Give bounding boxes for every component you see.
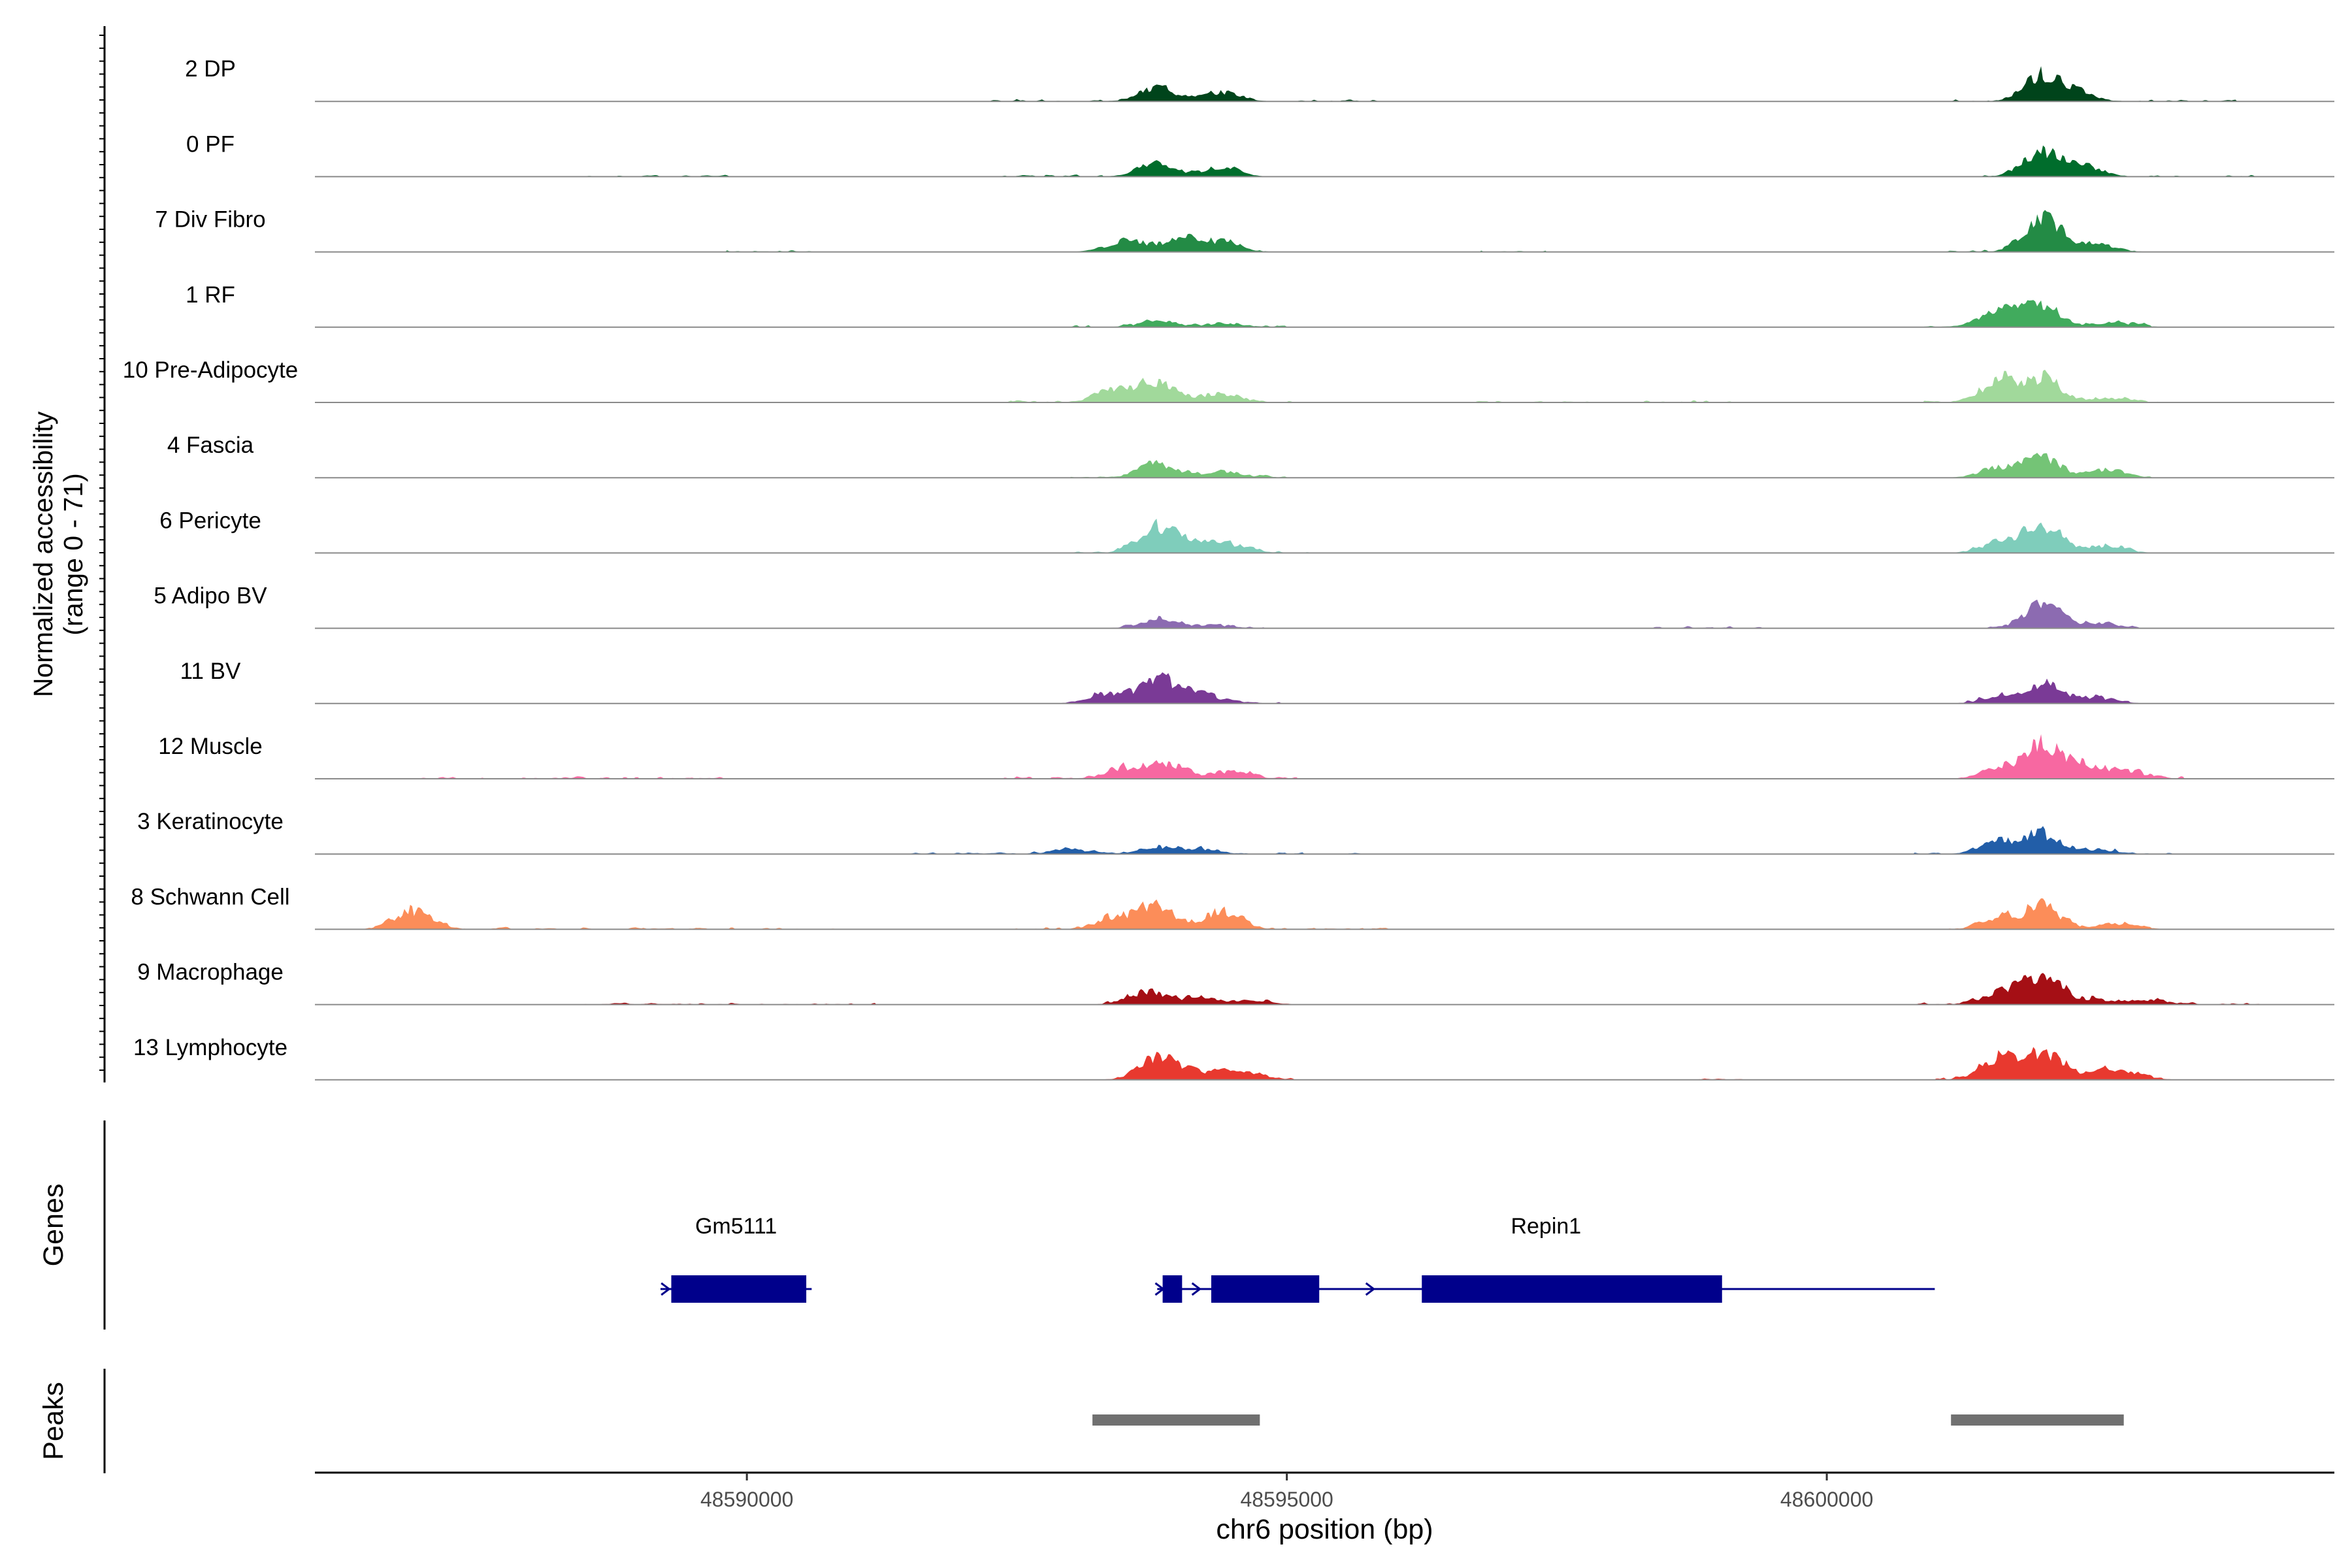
strand-arrow-icon (1365, 1282, 1376, 1296)
x-tick-label: 48595000 (1240, 1488, 1333, 1511)
track-5-coverage (315, 369, 2334, 402)
track-14: 13 Lymphocyte (133, 1035, 2334, 1081)
track-10: 12 Muscle (158, 734, 2334, 779)
x-axis: 48590000 48595000 48600000 (315, 1471, 2334, 1511)
peaks-track (103, 1369, 2124, 1473)
x-axis-title: chr6 position (bp) (1216, 1514, 1433, 1545)
genes-track-label: Genes (38, 1184, 69, 1267)
track-6-coverage (315, 453, 2334, 478)
gene-exon (1162, 1275, 1183, 1303)
gene-exon (1422, 1275, 1722, 1303)
track-4: 1 RF (186, 282, 2334, 328)
peak-region (1951, 1414, 2124, 1426)
track-8-label: 5 Adipo BV (154, 583, 267, 609)
track-6: 4 Fascia (167, 433, 2334, 479)
peak-region (1092, 1414, 1260, 1426)
track-2: 0 PF (186, 131, 2334, 178)
track-10-coverage (315, 734, 2334, 779)
coverage-y-axis (99, 26, 106, 1083)
coverage-tracks: 2 DP 0 PF 7 Div Fibro 1 RF 10 Pre-Adipocyte 4… (123, 56, 2334, 1081)
track-7-label: 6 Pericyte (159, 508, 261, 533)
track-14-label: 13 Lymphocyte (133, 1035, 287, 1060)
track-12-coverage (315, 898, 2334, 930)
peaks-track-label: Peaks (38, 1382, 69, 1460)
track-9-coverage (315, 672, 2334, 704)
track-4-coverage (315, 300, 2334, 327)
track-13-label: 9 Macrophage (137, 960, 284, 985)
track-13-coverage (315, 973, 2334, 1005)
x-tick-label: 48590000 (700, 1488, 793, 1511)
track-1: 2 DP (185, 56, 2334, 103)
gene-exon (671, 1275, 807, 1303)
track-1-label: 2 DP (185, 56, 236, 82)
strand-arrow-icon (1191, 1282, 1202, 1296)
track-10-label: 12 Muscle (158, 734, 263, 759)
gene-exon (1211, 1275, 1320, 1303)
track-6-label: 4 Fascia (167, 433, 254, 458)
track-5: 10 Pre-Adipocyte (123, 357, 2334, 403)
track-2-coverage (315, 145, 2334, 177)
track-8: 5 Adipo BV (154, 583, 2334, 629)
gene-label: Repin1 (1511, 1214, 1581, 1239)
gene-gm5111: Gm5111 (660, 1214, 812, 1303)
track-9-label: 11 BV (180, 659, 241, 684)
x-tick-label: 48600000 (1780, 1488, 1873, 1511)
track-5-label: 10 Pre-Adipocyte (123, 357, 298, 383)
track-11-label: 3 Keratinocyte (137, 809, 284, 834)
track-13: 9 Macrophage (137, 960, 2334, 1005)
genes-track: Gm5111 Repin1 (103, 1120, 1935, 1330)
track-2-label: 0 PF (186, 131, 235, 157)
track-11: 3 Keratinocyte (137, 809, 2334, 855)
track-14-coverage (315, 1047, 2334, 1080)
track-4-label: 1 RF (186, 282, 235, 308)
gene-repin1: Repin1 (1154, 1214, 1935, 1303)
strand-arrow-icon (661, 1282, 671, 1296)
track-12-label: 8 Schwann Cell (131, 884, 289, 909)
y-axis-title: Normalized accessibility (28, 411, 58, 697)
y-axis-range-label: (range 0 - 71) (58, 473, 88, 635)
track-3: 7 Div Fibro (155, 207, 2334, 253)
gene-label: Gm5111 (695, 1214, 777, 1239)
track-3-label: 7 Div Fibro (155, 207, 265, 233)
track-12: 8 Schwann Cell (131, 884, 2334, 930)
track-8-coverage (315, 599, 2334, 629)
track-7-coverage (315, 518, 2334, 553)
strand-arrow-icon (1154, 1282, 1165, 1296)
track-11-coverage (315, 826, 2334, 855)
track-3-coverage (315, 210, 2334, 252)
track-9: 11 BV (180, 659, 2334, 704)
track-1-coverage (315, 66, 2334, 102)
track-7: 6 Pericyte (159, 508, 2334, 554)
